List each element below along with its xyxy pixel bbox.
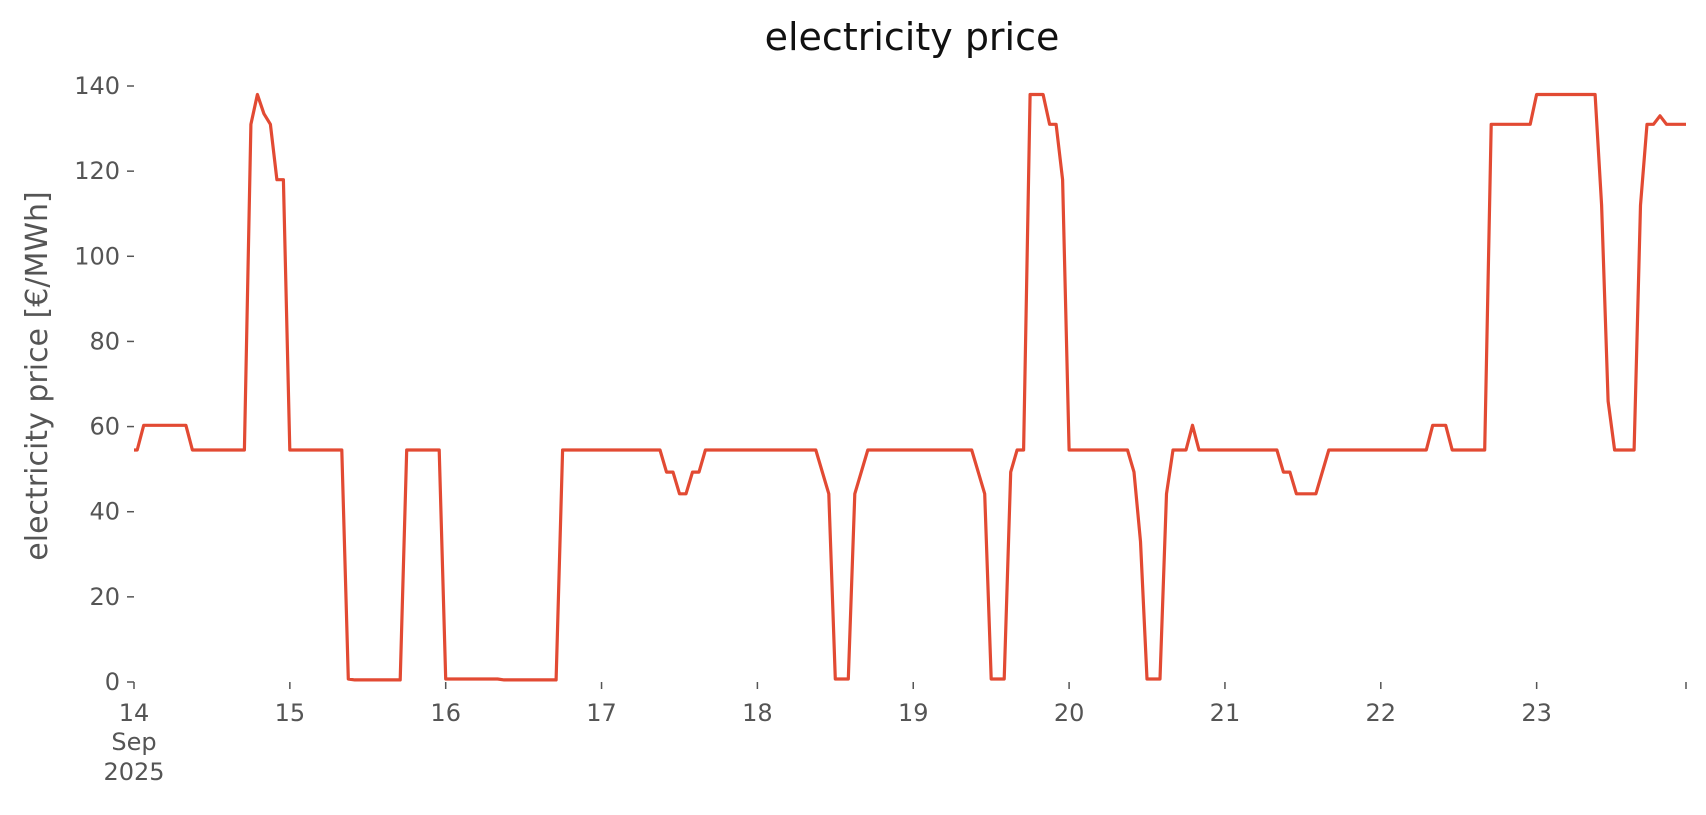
x-tick-label: 23 [1521,699,1552,727]
y-tick-label: 80 [89,327,120,355]
x-tick-label: 16 [430,699,461,727]
y-tick-label: 0 [105,668,120,696]
x-tick-label: 19 [898,699,929,727]
plot-area [134,92,1686,682]
x-tick-label: 22 [1366,699,1397,727]
x-tick-label: 21 [1210,699,1241,727]
y-tick-label: 100 [74,242,120,270]
x-tick-sublabel: 2025 [103,758,164,786]
x-tick-sublabel: Sep [111,728,156,756]
y-tick-label: 120 [74,157,120,185]
y-tick-label: 140 [74,72,120,100]
y-tick-label: 60 [89,413,120,441]
x-tick-label: 15 [275,699,306,727]
x-tick-label: 14 [119,699,150,727]
y-tick-label: 40 [89,498,120,526]
y-axis-label: electricity price [€/MWh] [20,191,55,560]
x-tick-label: 17 [586,699,617,727]
x-tick-label: 18 [742,699,773,727]
chart-title: electricity price [765,15,1060,59]
x-tick-label: 20 [1054,699,1085,727]
y-axis: 0 20 40 60 80 100 120 140 [74,72,134,696]
series-line-0 [134,92,1686,682]
y-tick-label: 20 [89,583,120,611]
